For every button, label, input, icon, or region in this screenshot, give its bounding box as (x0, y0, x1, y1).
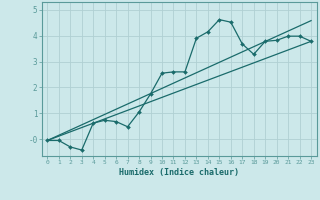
X-axis label: Humidex (Indice chaleur): Humidex (Indice chaleur) (119, 168, 239, 177)
